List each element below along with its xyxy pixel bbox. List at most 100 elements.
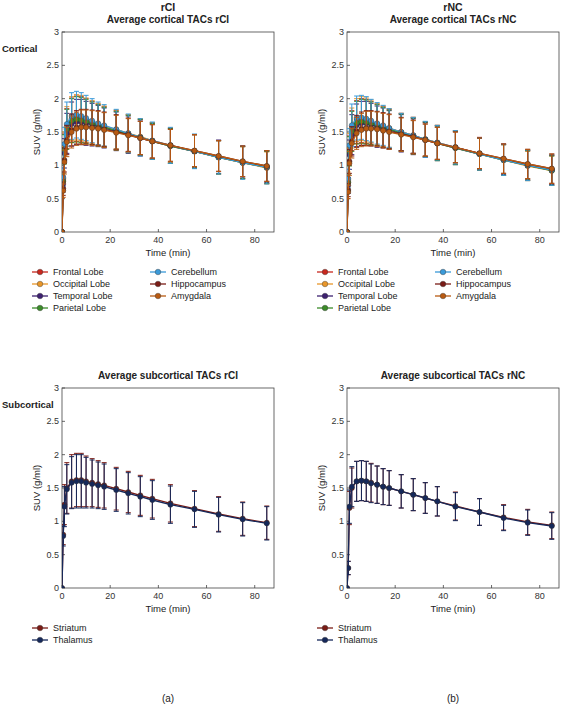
x-tick: [443, 585, 444, 588]
error-bar-cap: [240, 146, 245, 147]
error-bar-cap: [69, 148, 74, 149]
x-tick: [539, 229, 540, 232]
error-bar: [216, 141, 221, 174]
error-bar: [240, 147, 245, 179]
error-bar: [74, 112, 79, 145]
point: [364, 479, 369, 484]
error-bar: [96, 111, 101, 146]
x-axis-label: Time (min): [145, 603, 190, 614]
error-bar: [435, 487, 440, 516]
error-bar-cap: [525, 510, 530, 511]
y-axis-label: SUV (g/ml): [31, 465, 42, 511]
series-line: [347, 129, 552, 232]
point: [435, 499, 440, 504]
legend-marker: [322, 269, 328, 275]
error-bar-cap: [150, 124, 155, 125]
error-bar-cap: [399, 508, 404, 509]
error-bar: [477, 499, 482, 526]
figure: rCIrNCCorticalSubcortical(a)(b)Average c…: [0, 0, 578, 711]
error-bar-cap: [411, 478, 416, 479]
error-bar: [423, 122, 428, 157]
y-tick: [62, 32, 65, 33]
error-bar-cap: [69, 508, 74, 509]
series: [347, 461, 554, 588]
error-bar-cap: [477, 525, 482, 526]
error-bar-cap: [477, 138, 482, 139]
error-bar-cap: [411, 154, 416, 155]
x-tick-label: 80: [535, 235, 545, 245]
legend-entry: Frontal Lobe: [317, 267, 389, 277]
point: [375, 482, 380, 487]
error-bar-cap: [354, 149, 359, 150]
point: [168, 143, 173, 148]
error-bar-cap: [423, 121, 428, 122]
point: [435, 140, 440, 145]
error-bar-cap: [501, 173, 506, 174]
point: [216, 511, 221, 516]
point: [525, 519, 530, 524]
point: [364, 126, 369, 131]
error-bar: [150, 125, 155, 158]
error-bar: [84, 457, 89, 508]
error-bar-cap: [423, 513, 428, 514]
point: [411, 135, 416, 140]
error-bar-cap: [387, 108, 392, 109]
legend-label: Frontal Lobe: [53, 267, 104, 277]
error-bar-cap: [501, 505, 506, 506]
error-bar-cap: [102, 112, 107, 113]
series: [347, 99, 554, 232]
error-bar-cap: [114, 150, 119, 151]
chart-title: Average subcortical TACs rNC: [381, 370, 526, 381]
error-bar: [411, 121, 416, 154]
legend-entry: Parietal Lobe: [32, 303, 106, 313]
error-bar-cap: [150, 159, 155, 160]
error-bar-cap: [525, 149, 530, 150]
error-bar-cap: [411, 510, 416, 511]
error-bar-cap: [477, 138, 482, 139]
series: [347, 111, 554, 232]
point: [364, 125, 369, 130]
x-tick-label: 60: [202, 591, 212, 601]
error-bar-cap: [549, 154, 554, 155]
error-bar-cap: [90, 508, 95, 509]
error-bar: [138, 119, 143, 155]
error-bar: [477, 138, 482, 169]
series-line: [62, 115, 267, 232]
column-label: rNC: [443, 1, 463, 13]
error-bar-cap: [477, 137, 482, 138]
error-bar-cap: [369, 110, 374, 111]
error-bar: [375, 105, 380, 146]
point: [368, 126, 373, 131]
error-bar-cap: [387, 470, 392, 471]
x-tick: [110, 229, 111, 232]
error-bar-cap: [216, 174, 221, 175]
legend-entry: Occipital Lobe: [32, 279, 110, 289]
legend-label: Amygdala: [171, 291, 211, 301]
error-bar-cap: [79, 508, 84, 509]
error-bar: [525, 149, 530, 178]
error-bar: [453, 492, 458, 520]
error-bar: [192, 135, 197, 168]
error-bar-cap: [192, 491, 197, 492]
x-tick-label: 40: [153, 235, 163, 245]
point: [150, 138, 155, 143]
error-bar-cap: [354, 115, 359, 116]
error-bar: [126, 119, 131, 152]
point: [549, 166, 554, 171]
y-tick-label: 1.5: [46, 483, 59, 493]
point: [62, 585, 65, 588]
error-bar-cap: [399, 151, 404, 152]
error-bar: [216, 497, 221, 532]
series: [347, 99, 554, 232]
background: [0, 0, 578, 711]
error-bar: [69, 457, 74, 509]
y-tick-label: 0.5: [46, 194, 59, 204]
error-bar-cap: [168, 163, 173, 164]
error-bar-cap: [192, 490, 197, 491]
error-bar-cap: [364, 501, 369, 502]
x-tick-label: 80: [250, 591, 260, 601]
point: [90, 481, 95, 486]
panel: Average cortical TACs rNC02040608000.511…: [316, 14, 559, 313]
error-bar-cap: [359, 113, 364, 114]
legend-marker: [37, 305, 43, 311]
